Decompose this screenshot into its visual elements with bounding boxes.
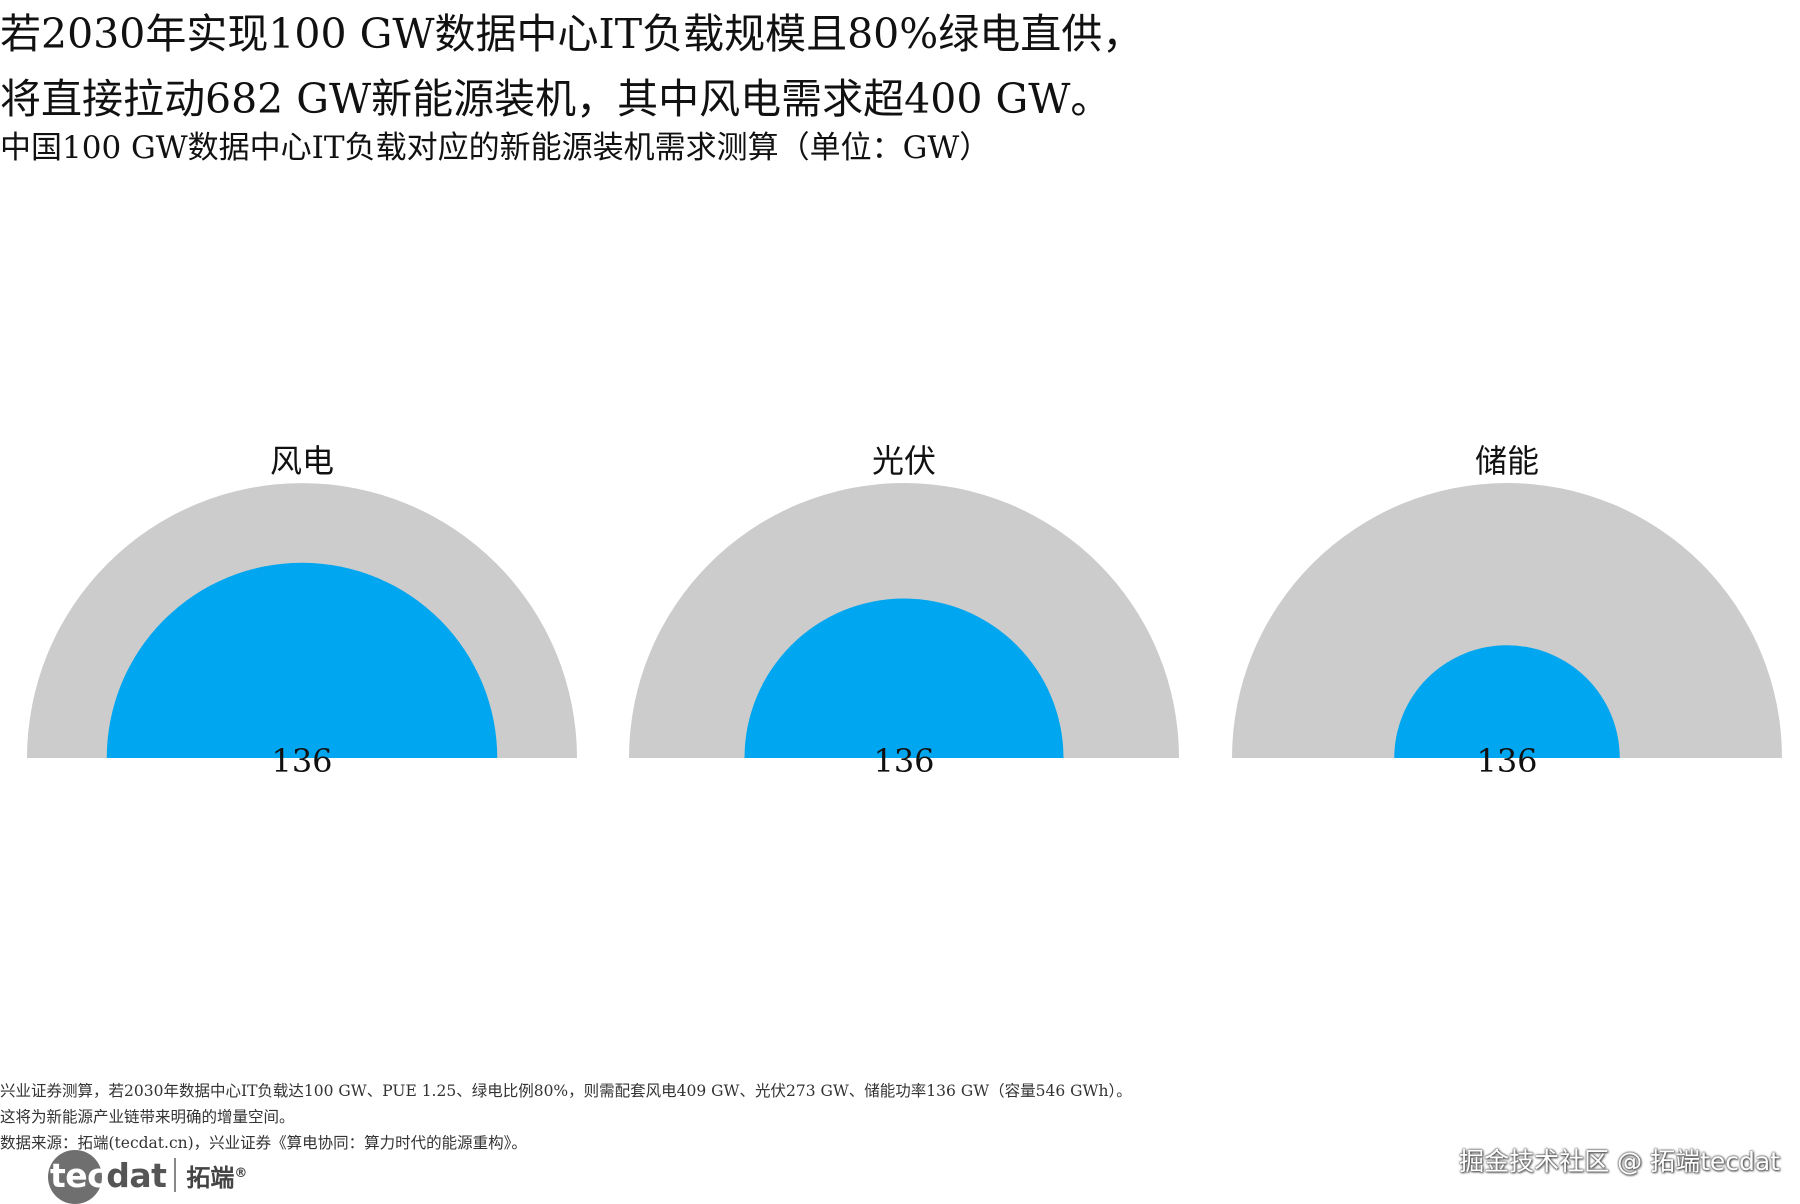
source-note: 数据来源：拓端(tecdat.cn)，兴业证券《算电协同：算力时代的能源重构》。 <box>0 1134 527 1152</box>
headline: 若2030年实现100 GW数据中心IT负载规模且80%绿电直供， 将直接拉动6… <box>0 2 1400 132</box>
footnote-line-2: 这将为新能源产业链带来明确的增量空间。 <box>0 1108 295 1126</box>
gauge-category-label: 光伏 <box>872 442 936 480</box>
gauge-inner-arc <box>106 562 498 758</box>
gauge-category-label: 风电 <box>270 442 334 480</box>
gauge-category-label: 储能 <box>1475 442 1539 480</box>
gauge-value-label: 136 <box>271 742 332 780</box>
logo-separator <box>174 1158 177 1192</box>
logo-chinese-name: 拓端® <box>186 1163 248 1192</box>
headline-line-1: 若2030年实现100 GW数据中心IT负载规模且80%绿电直供， <box>0 10 1144 58</box>
chart-subtitle: 中国100 GW数据中心IT负载对应的新能源装机需求测算（单位：GW） <box>0 130 991 166</box>
headline-line-2: 将直接拉动682 GW新能源装机，其中风电需求超400 GW。 <box>0 75 1112 123</box>
logo-circle <box>48 1150 102 1204</box>
gauge-value-label: 136 <box>873 742 934 780</box>
tecdat-logo: tecdat 拓端® <box>48 1150 248 1204</box>
gauge-outer-arc <box>1232 483 1782 758</box>
gauge-inner-arc <box>744 598 1064 758</box>
logo-wordmark: tecdat <box>50 1155 167 1195</box>
watermark: 掘金技术社区 @ 拓端tecdat <box>1459 1147 1780 1176</box>
footnote-line-1: 兴业证券测算，若2030年数据中心IT负载达100 GW、PUE 1.25、绿电… <box>0 1082 1132 1100</box>
footnotes: 兴业证券测算，若2030年数据中心IT负载达100 GW、PUE 1.25、绿电… <box>0 1078 1132 1156</box>
gauge-inner-arc <box>1394 645 1620 758</box>
gauge-value-label: 136 <box>1476 742 1537 780</box>
